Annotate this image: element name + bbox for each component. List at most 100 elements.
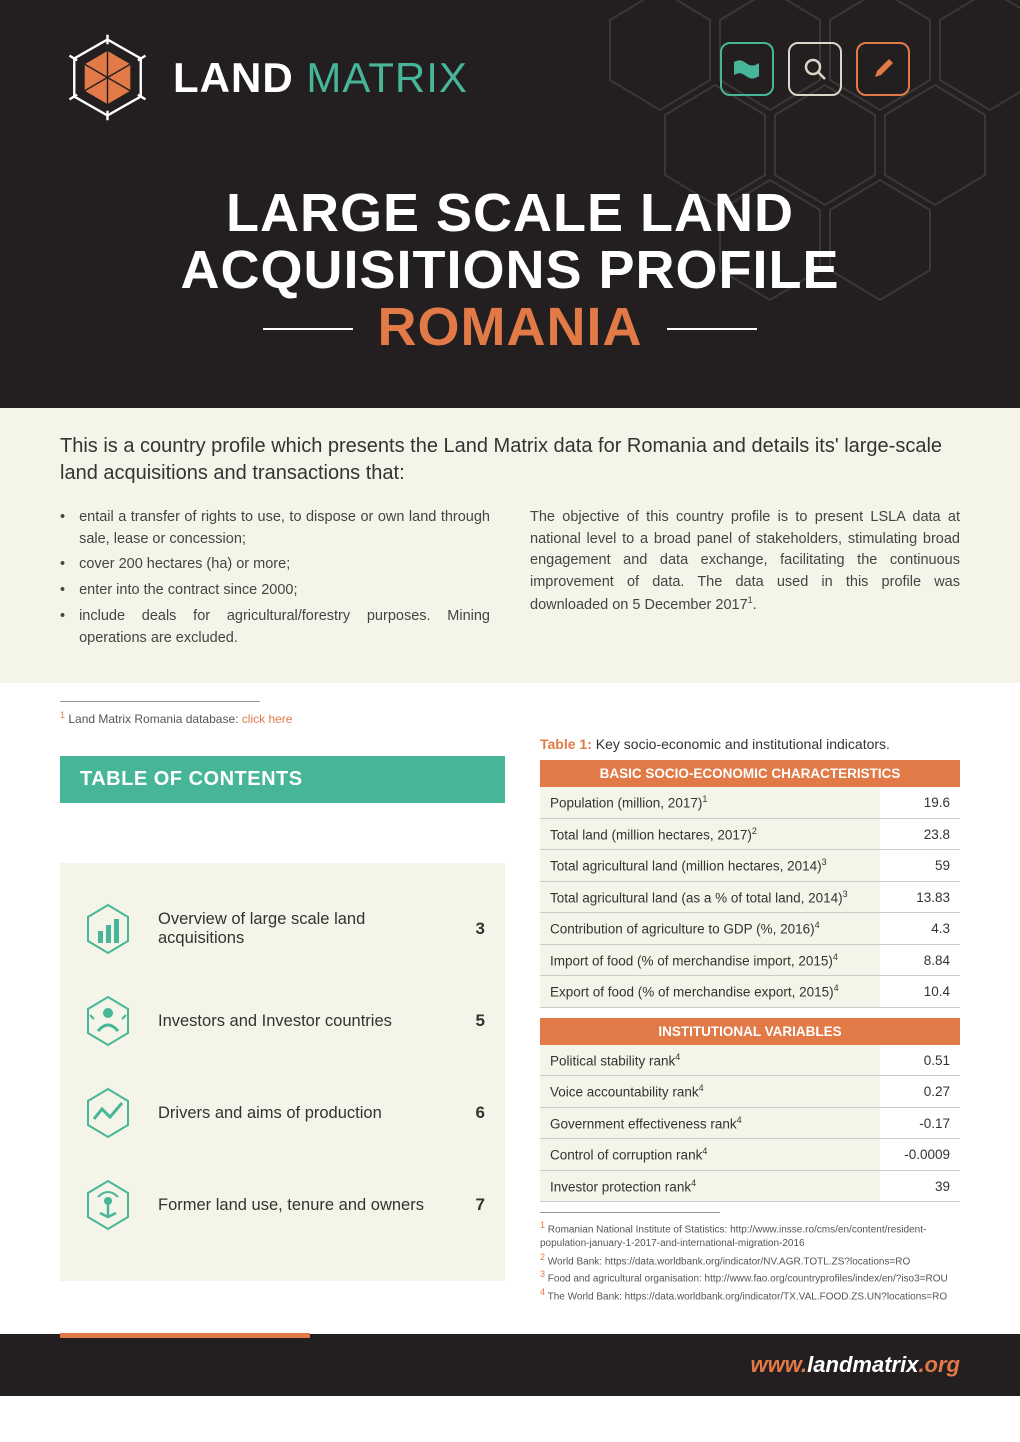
section2-title: INSTITUTIONAL VARIABLES	[540, 1018, 960, 1045]
source-notes: 1 Romanian National Institute of Statist…	[540, 1212, 960, 1304]
table-row: Total agricultural land (million hectare…	[540, 850, 960, 882]
indicator-key: Total land (million hectares, 2017)2	[540, 818, 880, 850]
intro-left-col: entail a transfer of rights to use, to d…	[60, 507, 490, 654]
table-row: Investor protection rank439	[540, 1170, 960, 1202]
title-line2: ACQUISITIONS PROFILE	[60, 242, 960, 299]
left-column: TABLE OF CONTENTS Overview of large scal…	[60, 736, 505, 1304]
bullet-list: entail a transfer of rights to use, to d…	[60, 507, 490, 650]
intro-lead: This is a country profile which presents…	[60, 433, 960, 487]
search-icon-button[interactable]	[788, 42, 842, 96]
indicator-value: 0.27	[880, 1076, 960, 1108]
toc-label: Drivers and aims of production	[158, 1104, 443, 1123]
toc-header: TABLE OF CONTENTS	[60, 756, 505, 803]
bullet-item: enter into the contract since 2000;	[60, 580, 490, 602]
toc-page: 6	[465, 1103, 485, 1123]
toc-page: 5	[465, 1011, 485, 1031]
indicator-value: -0.0009	[880, 1139, 960, 1171]
header: LAND MATRIX LARGE SCALE LAND ACQUISITION…	[0, 0, 1020, 408]
indicator-value: 23.8	[880, 818, 960, 850]
toc-item[interactable]: Investors and Investor countries 5	[80, 975, 485, 1067]
table-row: Control of corruption rank4-0.0009	[540, 1139, 960, 1171]
intro-section: This is a country profile which presents…	[0, 408, 1020, 684]
footer-mid: landmatrix	[807, 1352, 918, 1377]
toc-item[interactable]: Former land use, tenure and owners 7	[80, 1159, 485, 1251]
indicator-value: 13.83	[880, 881, 960, 913]
footer-pre: www.	[751, 1352, 808, 1377]
indicator-key: Government effectiveness rank4	[540, 1107, 880, 1139]
title-block: LARGE SCALE LAND ACQUISITIONS PROFILE RO…	[60, 185, 960, 358]
section2-header: INSTITUTIONAL VARIABLES	[540, 1018, 960, 1045]
toc-hex-icon	[80, 1085, 136, 1141]
source-note: 2 World Bank: https://data.worldbank.org…	[540, 1251, 960, 1269]
table-row: Government effectiveness rank4-0.17	[540, 1107, 960, 1139]
indicator-value: -0.17	[880, 1107, 960, 1139]
indicator-key: Population (million, 2017)1	[540, 787, 880, 818]
toc-label: Investors and Investor countries	[158, 1012, 443, 1031]
table-row: Voice accountability rank40.27	[540, 1076, 960, 1108]
brand-name: LAND MATRIX	[173, 54, 468, 102]
source-note: 3 Food and agricultural organisation: ht…	[540, 1268, 960, 1286]
table-caption-bold: Table 1:	[540, 736, 592, 752]
indicator-value: 4.3	[880, 913, 960, 945]
bullet-item: entail a transfer of rights to use, to d…	[60, 507, 490, 551]
indicator-key: Control of corruption rank4	[540, 1139, 880, 1171]
edit-icon-button[interactable]	[856, 42, 910, 96]
source-note: 1 Romanian National Institute of Statist…	[540, 1219, 960, 1250]
section1-title: BASIC SOCIO-ECONOMIC CHARACTERISTICS	[540, 760, 960, 787]
indicator-key: Voice accountability rank4	[540, 1076, 880, 1108]
source-note: 4 The World Bank: https://data.worldbank…	[540, 1286, 960, 1304]
title-line1: LARGE SCALE LAND	[60, 185, 960, 242]
table-row: Total land (million hectares, 2017)223.8	[540, 818, 960, 850]
table-row: Political stability rank40.51	[540, 1045, 960, 1076]
indicators-table: BASIC SOCIO-ECONOMIC CHARACTERISTICS Pop…	[540, 760, 960, 1202]
land-matrix-logo-icon	[60, 30, 155, 125]
toc-label: Former land use, tenure and owners	[158, 1196, 443, 1215]
indicator-value: 39	[880, 1170, 960, 1202]
intro-columns: entail a transfer of rights to use, to d…	[60, 507, 960, 654]
fn1-sup: 1	[60, 710, 65, 720]
fn1-text: Land Matrix Romania database:	[68, 712, 241, 726]
footer-url[interactable]: www.landmatrix.org	[60, 1352, 960, 1378]
footnote-zone: 1 Land Matrix Romania database: click he…	[0, 683, 1020, 736]
indicator-key: Total agricultural land (million hectare…	[540, 850, 880, 882]
table-row: Total agricultural land (as a % of total…	[540, 881, 960, 913]
indicator-key: Import of food (% of merchandise import,…	[540, 944, 880, 976]
indicator-value: 59	[880, 850, 960, 882]
footer: www.landmatrix.org	[0, 1334, 1020, 1396]
body-grid: TABLE OF CONTENTS Overview of large scal…	[0, 736, 1020, 1334]
brand-part1: LAND	[173, 54, 306, 101]
table-row: Export of food (% of merchandise export,…	[540, 976, 960, 1008]
map-icon-button[interactable]	[720, 42, 774, 96]
indicator-key: Export of food (% of merchandise export,…	[540, 976, 880, 1008]
table-row: Population (million, 2017)119.6	[540, 787, 960, 818]
indicator-value: 0.51	[880, 1045, 960, 1076]
toc-page: 7	[465, 1195, 485, 1215]
indicator-key: Total agricultural land (as a % of total…	[540, 881, 880, 913]
fn1-link[interactable]: click here	[242, 712, 293, 726]
table-caption: Table 1: Key socio-economic and institut…	[540, 736, 960, 752]
section1-header: BASIC SOCIO-ECONOMIC CHARACTERISTICS	[540, 760, 960, 787]
table-row: Import of food (% of merchandise import,…	[540, 944, 960, 976]
brand-part2: MATRIX	[306, 54, 468, 101]
toc-spacer	[60, 803, 505, 863]
toc-page: 3	[465, 919, 485, 939]
toc-body: Overview of large scale land acquisition…	[60, 863, 505, 1281]
toc-item[interactable]: Drivers and aims of production 6	[80, 1067, 485, 1159]
toc-hex-icon	[80, 1177, 136, 1233]
table-row: Contribution of agriculture to GDP (%, 2…	[540, 913, 960, 945]
nav-icons	[720, 42, 910, 96]
indicator-value: 8.84	[880, 944, 960, 976]
indicator-key: Political stability rank4	[540, 1045, 880, 1076]
right-column: Table 1: Key socio-economic and institut…	[540, 736, 960, 1304]
objective-text: The objective of this country profile is…	[530, 509, 960, 613]
toc-item[interactable]: Overview of large scale land acquisition…	[80, 883, 485, 975]
objective-sup: 1	[748, 595, 753, 605]
indicator-key: Investor protection rank4	[540, 1170, 880, 1202]
toc-label: Overview of large scale land acquisition…	[158, 910, 443, 948]
intro-right-col: The objective of this country profile is…	[530, 507, 960, 654]
title-line3: ROMANIA	[378, 298, 643, 357]
indicator-value: 10.4	[880, 976, 960, 1008]
footer-post: .org	[918, 1352, 960, 1377]
indicator-value: 19.6	[880, 787, 960, 818]
table-caption-text: Key socio-economic and institutional ind…	[592, 736, 890, 752]
